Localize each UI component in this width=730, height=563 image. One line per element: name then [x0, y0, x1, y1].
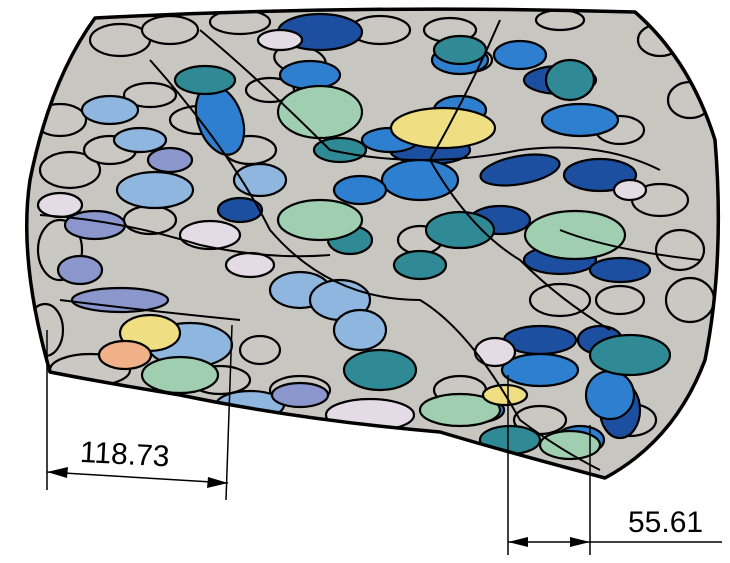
dimension-right-arrow-b [570, 537, 590, 547]
grain [389, 106, 497, 150]
grain [492, 39, 548, 71]
grain [500, 352, 580, 388]
grain [332, 308, 388, 352]
grain [38, 150, 102, 190]
grain [276, 198, 364, 242]
grain [478, 424, 542, 456]
dimension-left: 118.73 [46, 324, 233, 501]
grain [479, 153, 561, 187]
grain [588, 333, 672, 377]
grain [178, 219, 242, 251]
dimension-right-label: 55.61 [628, 506, 703, 539]
dimension-left-extension-b [225, 324, 233, 501]
grain [146, 146, 194, 174]
grain [664, 276, 716, 324]
grain [115, 170, 195, 210]
grain [538, 429, 602, 461]
dimension-left-label: 118.73 [79, 436, 170, 474]
grain [278, 59, 342, 91]
specimen-outline [24, 7, 721, 480]
grain [140, 355, 220, 395]
grain [224, 251, 276, 279]
grain [112, 126, 168, 154]
grain [256, 28, 304, 52]
grain [244, 76, 296, 104]
grain [432, 34, 488, 66]
grain [342, 348, 418, 392]
grain [70, 286, 170, 314]
fracture-lines [39, 19, 701, 471]
grain [276, 84, 364, 140]
dimension-left-arrow-a [47, 467, 68, 478]
grain [534, 9, 586, 32]
grain [594, 284, 646, 316]
grain [122, 81, 178, 109]
grain [654, 228, 706, 272]
dimension-left-line [46, 471, 229, 484]
dimension-right-arrow-a [508, 537, 528, 547]
grain [173, 64, 237, 96]
grain-layer [26, 9, 716, 461]
grain [473, 336, 517, 368]
grain [122, 204, 178, 236]
dimension-left-arrow-b [207, 477, 228, 488]
grain [380, 158, 460, 202]
dimension-right: 55.61 [507, 375, 722, 555]
grain [312, 136, 368, 164]
grain [588, 256, 652, 284]
grain [418, 392, 502, 428]
grain [140, 14, 200, 46]
grain [636, 22, 684, 58]
grain [392, 249, 448, 281]
grain [612, 178, 648, 202]
grain [238, 334, 282, 366]
grain [56, 254, 104, 286]
grain [270, 381, 330, 409]
grain [424, 210, 496, 250]
grain [584, 369, 636, 421]
grain [540, 102, 620, 138]
grain [216, 196, 264, 224]
grain [332, 174, 388, 206]
grain [97, 339, 153, 371]
grain [80, 94, 140, 126]
grain [544, 58, 596, 102]
